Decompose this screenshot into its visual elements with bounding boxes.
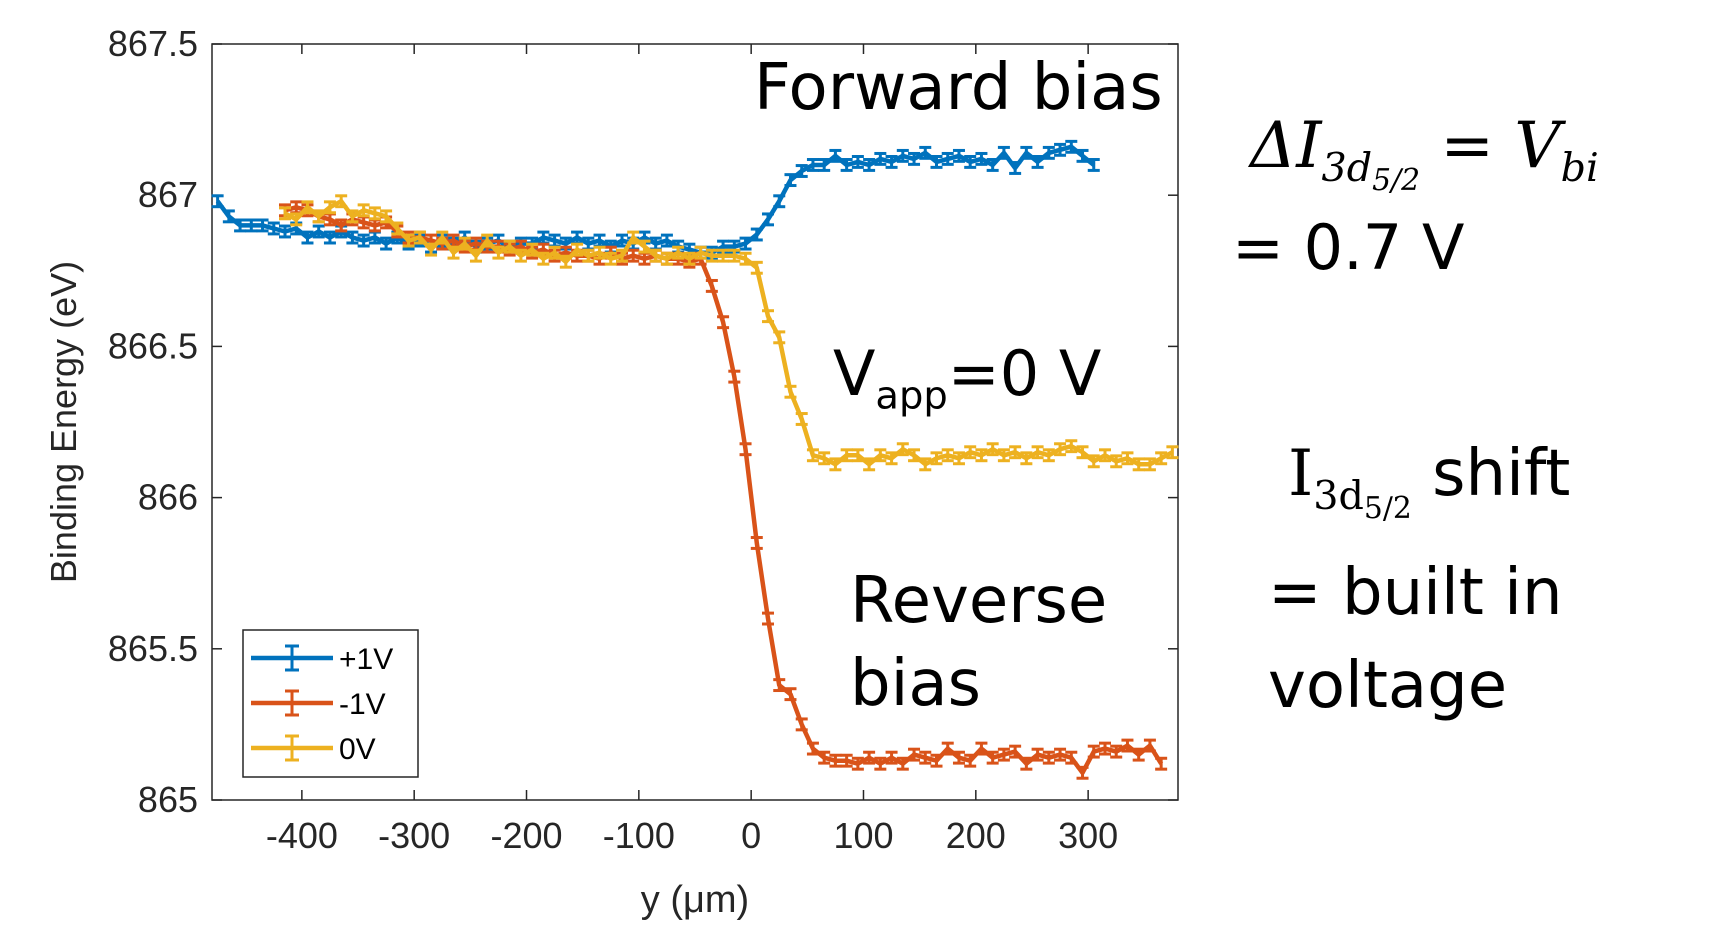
x-tick-label: 300	[1058, 815, 1118, 856]
v-bi-sub: bi	[1560, 144, 1599, 191]
legend-label-0V: 0V	[339, 733, 376, 766]
shift-i-sub: 3d	[1313, 472, 1364, 519]
built-in-text: = built in	[1268, 556, 1563, 630]
y-tick-label: 865.5	[108, 628, 198, 669]
delta-i-symbol: ΔI	[1250, 109, 1322, 183]
x-tick-label: -300	[378, 815, 450, 856]
y-tick-label: 867.5	[108, 23, 198, 64]
plot-frame	[211, 43, 1179, 801]
reverse-bias-annotation: Reverse bias	[850, 560, 1107, 726]
delta-i-sub: 3d	[1321, 144, 1373, 191]
x-tick-label: -400	[266, 815, 338, 856]
equals-value-text: = 0.7 V	[1232, 211, 1465, 284]
voltage-text: voltage	[1268, 649, 1508, 723]
series-line-0V	[283, 198, 1174, 467]
x-tick-label: -200	[490, 815, 562, 856]
forward-bias-annotation: Forward bias	[754, 51, 1163, 125]
y-tick-label: 866.5	[108, 325, 198, 366]
vapp-subscript: app	[875, 373, 948, 419]
reverse-bias-line-2: bias	[850, 647, 981, 722]
shift-heading: I3d5/2 shift	[1288, 437, 1571, 526]
x-tick-label: 100	[833, 815, 893, 856]
x-tick-label: -100	[603, 815, 675, 856]
x-tick-label: 200	[946, 815, 1006, 856]
y-axis-label: Binding Energy (eV)	[43, 261, 84, 583]
legend-label-+1V: +1V	[339, 643, 393, 676]
vapp-annotation: Vapp=0 V	[833, 338, 1101, 419]
legend-label--1V: -1V	[339, 688, 386, 721]
x-axis-label: y (μm)	[641, 879, 749, 921]
shift-i-subsub: 5/2	[1363, 490, 1412, 526]
vapp-symbol: V	[833, 337, 876, 410]
shift-i-symbol: I	[1288, 437, 1314, 511]
x-tick-label: 0	[741, 815, 761, 856]
y-tick-label: 867	[138, 174, 198, 215]
vapp-value: =0 V	[947, 337, 1102, 410]
delta-i-subsub: 5/2	[1372, 162, 1421, 198]
y-tick-label: 865	[138, 779, 198, 820]
delta-equation: ΔI3d5/2 = Vbi	[1250, 109, 1599, 198]
delta-equals-v: = V	[1420, 109, 1561, 183]
shift-word: shift	[1411, 437, 1571, 511]
y-tick-label: 866	[138, 477, 198, 518]
reverse-bias-line-1: Reverse	[850, 564, 1108, 638]
